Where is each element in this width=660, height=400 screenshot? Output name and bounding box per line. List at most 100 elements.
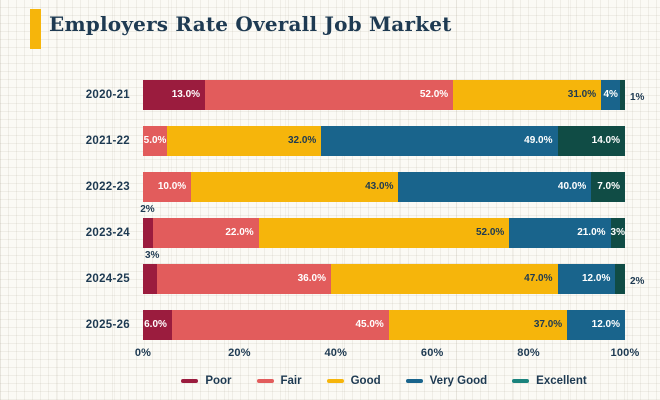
segment-value-label: 10.0% <box>157 181 187 192</box>
bar-track: 5.0% 32.0% 49.0% 14.0% <box>143 126 625 156</box>
segment-value-label: 7.0% <box>597 181 620 192</box>
segment-value-label: 31.0% <box>567 89 597 100</box>
chart-legend: Poor Fair Good Very Good Excellent <box>143 375 625 387</box>
chart-row-2021-22: 2021-22 5.0% 32.0% 49.0% 14.0% <box>0 126 625 156</box>
bar-segment-fair: 5.0% <box>143 126 168 156</box>
bar-segment-poor: 2% <box>140 205 155 248</box>
bar-segment-poor: 3% <box>143 251 159 294</box>
segment-value-label: 6.0% <box>144 319 167 330</box>
category-label: 2021-22 <box>85 135 130 147</box>
segment-value-label: 52.0% <box>419 89 449 100</box>
bar-segment-poor: 13.0% <box>143 80 206 110</box>
category-label: 2025-26 <box>85 319 130 331</box>
segment-value-label: 14.0% <box>591 135 620 146</box>
bar-segment-very-good: 12.0% <box>557 264 616 294</box>
chart-row-2022-23: 2022-23 10.0% 43.0% 40.0% 7.0% <box>0 172 625 202</box>
segment-value-label: 47.0% <box>524 273 553 284</box>
bar-segment-poor: 6.0% <box>143 310 172 340</box>
segment-value-label: 5.0% <box>143 135 167 146</box>
segment-value-label: 2% <box>630 276 645 287</box>
bar-segment-excellent: 2% <box>615 264 644 294</box>
category-label: 2022-23 <box>85 181 130 193</box>
segment-value-label: 12.0% <box>591 319 621 330</box>
bar-segment-good: 31.0% <box>453 80 602 110</box>
stacked-bar-chart: 2020-21 13.0% 52.0% 31.0% 4% 1% 2021-22 5.0% 32.… <box>0 80 644 340</box>
segment-value-label: 4% <box>603 89 618 100</box>
legend-label: Poor <box>205 375 232 387</box>
x-axis-tick-label: 100% <box>610 347 640 359</box>
legend-marker-icon <box>405 379 423 383</box>
bar-segment-very-good: 49.0% <box>321 126 558 156</box>
bar-segment-fair: 45.0% <box>171 310 389 340</box>
bar-segment-very-good: 12.0% <box>567 310 626 340</box>
segment-value-label: 43.0% <box>365 181 394 192</box>
category-label: 2023-24 <box>85 227 130 239</box>
x-axis-tick-label: 20% <box>228 347 251 359</box>
segment-value-label: 37.0% <box>533 319 563 330</box>
bar-track: 13.0% 52.0% 31.0% 4% 1% <box>143 80 644 110</box>
segment-value-label: 1% <box>630 92 645 103</box>
legend-label: Excellent <box>536 375 587 387</box>
segment-value-label: 21.0% <box>577 227 606 238</box>
segment-value-label: 22.0% <box>225 227 254 238</box>
segment-value-label: 40.0% <box>557 181 587 192</box>
legend-label: Very Good <box>429 375 488 387</box>
bar-segment-very-good: 40.0% <box>398 172 592 202</box>
legend-item-poor: Poor <box>181 375 232 387</box>
bar-segment-good: 32.0% <box>167 126 322 156</box>
bar-segment-excellent: 7.0% <box>591 172 625 202</box>
bar-segment-very-good: 4% <box>601 80 621 110</box>
bar-segment-excellent: 3% <box>611 218 625 248</box>
chart-row-2025-26: 2025-26 6.0% 45.0% 37.0% 12.0% <box>0 310 626 340</box>
legend-item-very-good: Very Good <box>405 375 488 387</box>
legend-label: Good <box>350 375 381 387</box>
segment-value-label: 52.0% <box>475 227 505 238</box>
segment-value-label: 49.0% <box>524 135 553 146</box>
bar-segment-good: 47.0% <box>330 264 558 294</box>
bar-segment-excellent: 14.0% <box>557 126 625 156</box>
x-axis-tick-label: 0% <box>134 347 152 359</box>
bar-track: 3% 36.0% 47.0% 12.0% 2% <box>143 251 644 294</box>
category-label: 2024-25 <box>85 273 130 285</box>
segment-value-label: 36.0% <box>297 273 326 284</box>
legend-marker-icon <box>181 379 199 383</box>
title-accent-bar <box>30 9 41 49</box>
bar-segment-fair: 22.0% <box>152 218 259 248</box>
x-axis: 0% 20% 40% 60% 80% 100% <box>135 347 639 361</box>
segment-value-label: 13.0% <box>171 89 201 100</box>
bar-track: 10.0% 43.0% 40.0% 7.0% <box>143 172 625 202</box>
legend-marker-icon <box>512 379 530 383</box>
bar-segment-very-good: 21.0% <box>509 218 611 248</box>
segment-value-label: 12.0% <box>582 273 611 284</box>
bar-segment-fair: 36.0% <box>157 264 331 294</box>
legend-item-excellent: Excellent <box>512 375 587 387</box>
segment-value-label: 2% <box>140 204 155 215</box>
chart-header: Employers Rate Overall Job Market <box>30 9 452 49</box>
x-axis-tick-label: 60% <box>420 347 444 359</box>
segment-value-label: 3% <box>145 250 160 261</box>
legend-marker-icon <box>326 379 344 383</box>
chart-row-2020-21: 2020-21 13.0% 52.0% 31.0% 4% 1% <box>0 80 644 110</box>
page-title: Employers Rate Overall Job Market <box>49 12 452 36</box>
bar-segment-good: 37.0% <box>388 310 568 340</box>
segment-value-label: 3% <box>610 227 625 238</box>
x-axis-tick-label: 80% <box>517 347 540 359</box>
segment-value-label: 32.0% <box>287 135 317 146</box>
bar-track: 2% 22.0% 52.0% 21.0% 3% <box>140 205 625 248</box>
legend-label: Fair <box>280 375 302 387</box>
bar-segment-good: 52.0% <box>258 218 510 248</box>
legend-marker-icon <box>256 379 274 383</box>
bar-segment-excellent: 1% <box>620 80 644 110</box>
category-label: 2020-21 <box>85 89 130 101</box>
chart-row-2024-25: 2024-25 3% 36.0% 47.0% 12.0% 2% <box>0 251 644 294</box>
segment-value-label: 45.0% <box>355 319 384 330</box>
x-axis-tick-label: 40% <box>324 347 348 359</box>
chart-row-2023-24: 2023-24 2% 22.0% 52.0% 21.0% 3% <box>0 205 625 248</box>
bar-track: 6.0% 45.0% 37.0% 12.0% <box>143 310 626 340</box>
bar-segment-fair: 52.0% <box>205 80 454 110</box>
bar-segment-fair: 10.0% <box>143 172 192 202</box>
legend-item-good: Good <box>326 375 381 387</box>
legend-item-fair: Fair <box>256 375 302 387</box>
bar-segment-good: 43.0% <box>191 172 399 202</box>
